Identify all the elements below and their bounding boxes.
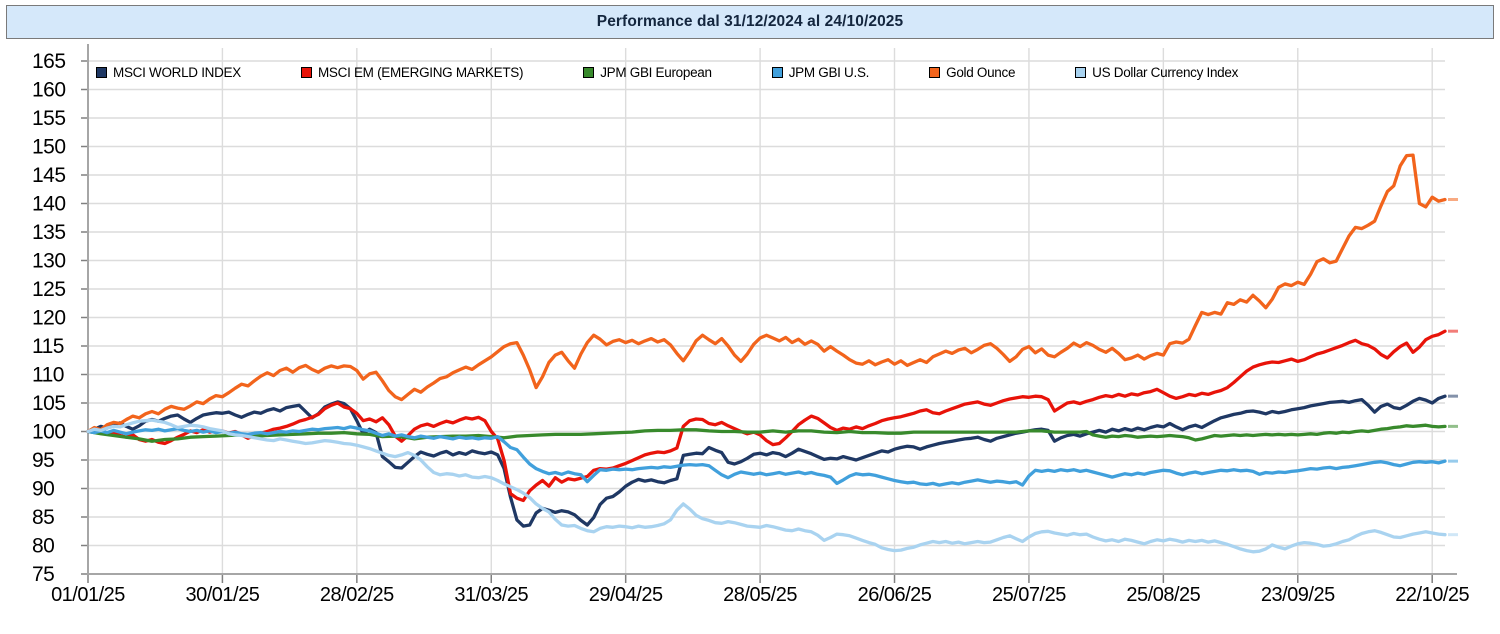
y-axis-label: 160	[32, 79, 66, 102]
legend-swatch	[929, 67, 941, 78]
legend-label: US Dollar Currency Index	[1092, 65, 1239, 80]
y-axis-label: 125	[32, 278, 66, 301]
series-line	[86, 153, 1447, 434]
legend-swatch	[771, 67, 783, 78]
chart-legend: MSCI WORLD INDEX MSCI EM (EMERGING MARKET…	[96, 65, 1238, 80]
legend-label: Gold Ounce	[946, 65, 1016, 80]
series-line	[86, 329, 1447, 503]
x-axis-label: 25/07/25	[992, 584, 1066, 606]
x-axis-label: 31/03/25	[454, 584, 528, 606]
y-axis-label: 95	[32, 449, 54, 472]
x-axis-label: 28/05/25	[723, 584, 797, 606]
y-axis-label: 155	[32, 107, 66, 130]
x-axis-label: 30/01/25	[185, 584, 259, 606]
y-axis-label: 85	[32, 506, 54, 529]
x-axis-label: 26/06/25	[858, 584, 932, 606]
y-axis-label: 75	[32, 563, 54, 586]
legend-item: Gold Ounce	[929, 65, 1015, 80]
legend-item: JPM GBI European	[583, 65, 712, 80]
legend-label: JPM GBI U.S.	[788, 65, 870, 80]
legend-item: MSCI EM (EMERGING MARKETS)	[300, 65, 524, 80]
x-axis-label: 28/02/25	[320, 584, 394, 606]
y-axis-label: 120	[32, 307, 66, 330]
series-line	[86, 418, 1447, 554]
legend-label: MSCI EM (EMERGING MARKETS)	[317, 65, 524, 80]
legend-label: JPM GBI European	[600, 65, 712, 80]
x-axis-label: 01/01/25	[51, 584, 125, 606]
y-axis-label: 100	[32, 421, 66, 444]
legend-swatch	[1075, 67, 1087, 78]
y-axis-label: 135	[32, 221, 66, 244]
legend-label: MSCI WORLD INDEX	[113, 65, 241, 80]
y-axis-label: 140	[32, 193, 66, 216]
y-axis-label: 105	[32, 392, 66, 415]
x-axis-label: 25/08/25	[1126, 584, 1200, 606]
series-line	[86, 394, 1447, 528]
legend-item: JPM GBI U.S.	[771, 65, 870, 80]
y-axis-label: 115	[32, 335, 64, 358]
x-axis-label: 29/04/25	[589, 584, 663, 606]
y-axis-label: 110	[32, 364, 64, 387]
x-axis-label: 23/09/25	[1261, 584, 1335, 606]
legend-swatch	[300, 67, 312, 78]
legend-swatch	[96, 67, 107, 78]
legend-item: MSCI WORLD INDEX	[96, 65, 241, 80]
y-axis-label: 80	[32, 535, 54, 558]
legend-item: US Dollar Currency Index	[1075, 65, 1238, 80]
y-axis-label: 165	[32, 50, 66, 73]
y-axis-label: 90	[32, 478, 54, 501]
y-axis-label: 130	[32, 250, 66, 273]
x-axis-label: 22/10/25	[1395, 584, 1469, 606]
chart-title-bar: Performance dal 31/12/2024 al 24/10/2025	[6, 5, 1494, 39]
series-line	[86, 425, 1447, 487]
y-axis-label: 145	[32, 164, 66, 187]
chart-title: Performance dal 31/12/2024 al 24/10/2025	[596, 13, 904, 30]
y-axis-label: 150	[32, 136, 66, 159]
series-line	[86, 423, 1447, 443]
legend-swatch	[583, 67, 595, 78]
